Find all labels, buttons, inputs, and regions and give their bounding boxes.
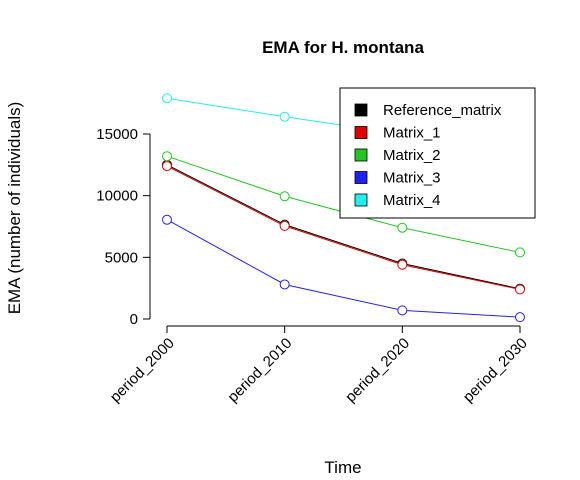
legend: Reference_matrix Matrix_1 Matrix_2 Matrix_3…: [339, 87, 536, 219]
y-tick-label: 5000: [105, 249, 138, 266]
series-line: [166, 164, 521, 290]
data-point: [397, 305, 408, 316]
data-point: [279, 111, 290, 122]
series-matrix-3: [162, 214, 525, 323]
data-point: [397, 222, 408, 233]
x-tick-label: period_2010: [224, 335, 295, 406]
legend-label: Reference_matrix: [383, 102, 502, 119]
legend-swatch: [354, 193, 368, 207]
data-point: [162, 151, 172, 162]
legend-item: Matrix_2: [354, 147, 441, 164]
legend-label: Matrix_2: [383, 147, 441, 164]
data-point: [279, 191, 290, 202]
y-tick-label: 0: [130, 311, 138, 328]
data-point: [515, 312, 525, 323]
series-line: [166, 219, 521, 318]
legend-swatch: [354, 171, 368, 184]
x-axis-label: Time: [324, 458, 361, 477]
y-tick-label: 10000: [96, 188, 138, 205]
legend-item: Matrix_3: [354, 170, 441, 187]
y-axis: 0 5000 10000 15000: [96, 126, 151, 328]
series-line: [166, 165, 521, 290]
y-axis-label: EMA (number of individuals): [5, 102, 24, 315]
chart-title: EMA for H. montana: [262, 38, 424, 57]
data-point: [515, 284, 525, 295]
data-point: [162, 214, 172, 225]
legend-swatch: [354, 148, 368, 162]
legend-label: Matrix_1: [383, 125, 441, 142]
legend-label: Matrix_3: [383, 170, 441, 187]
legend-item: Reference_matrix: [354, 102, 502, 119]
data-point: [162, 93, 172, 104]
x-tick-label: period_2000: [107, 335, 178, 406]
data-point: [515, 247, 525, 258]
legend-item: Matrix_1: [354, 125, 441, 142]
data-point: [162, 161, 172, 172]
x-axis: period_2000 period_2010 period_2020 period_…: [107, 325, 531, 406]
legend-label: Matrix_4: [383, 192, 441, 209]
x-tick-label: period_2020: [342, 335, 413, 406]
x-tick-label: period_2030: [460, 335, 531, 406]
legend-swatch: [354, 126, 368, 139]
legend-swatch: [354, 103, 368, 117]
data-point: [279, 220, 290, 231]
legend-box: [339, 87, 536, 219]
series-matrix-1: [162, 161, 525, 295]
data-point: [279, 279, 290, 290]
y-tick-label: 15000: [96, 126, 138, 143]
legend-item: Matrix_4: [354, 192, 441, 209]
data-point: [397, 259, 408, 270]
